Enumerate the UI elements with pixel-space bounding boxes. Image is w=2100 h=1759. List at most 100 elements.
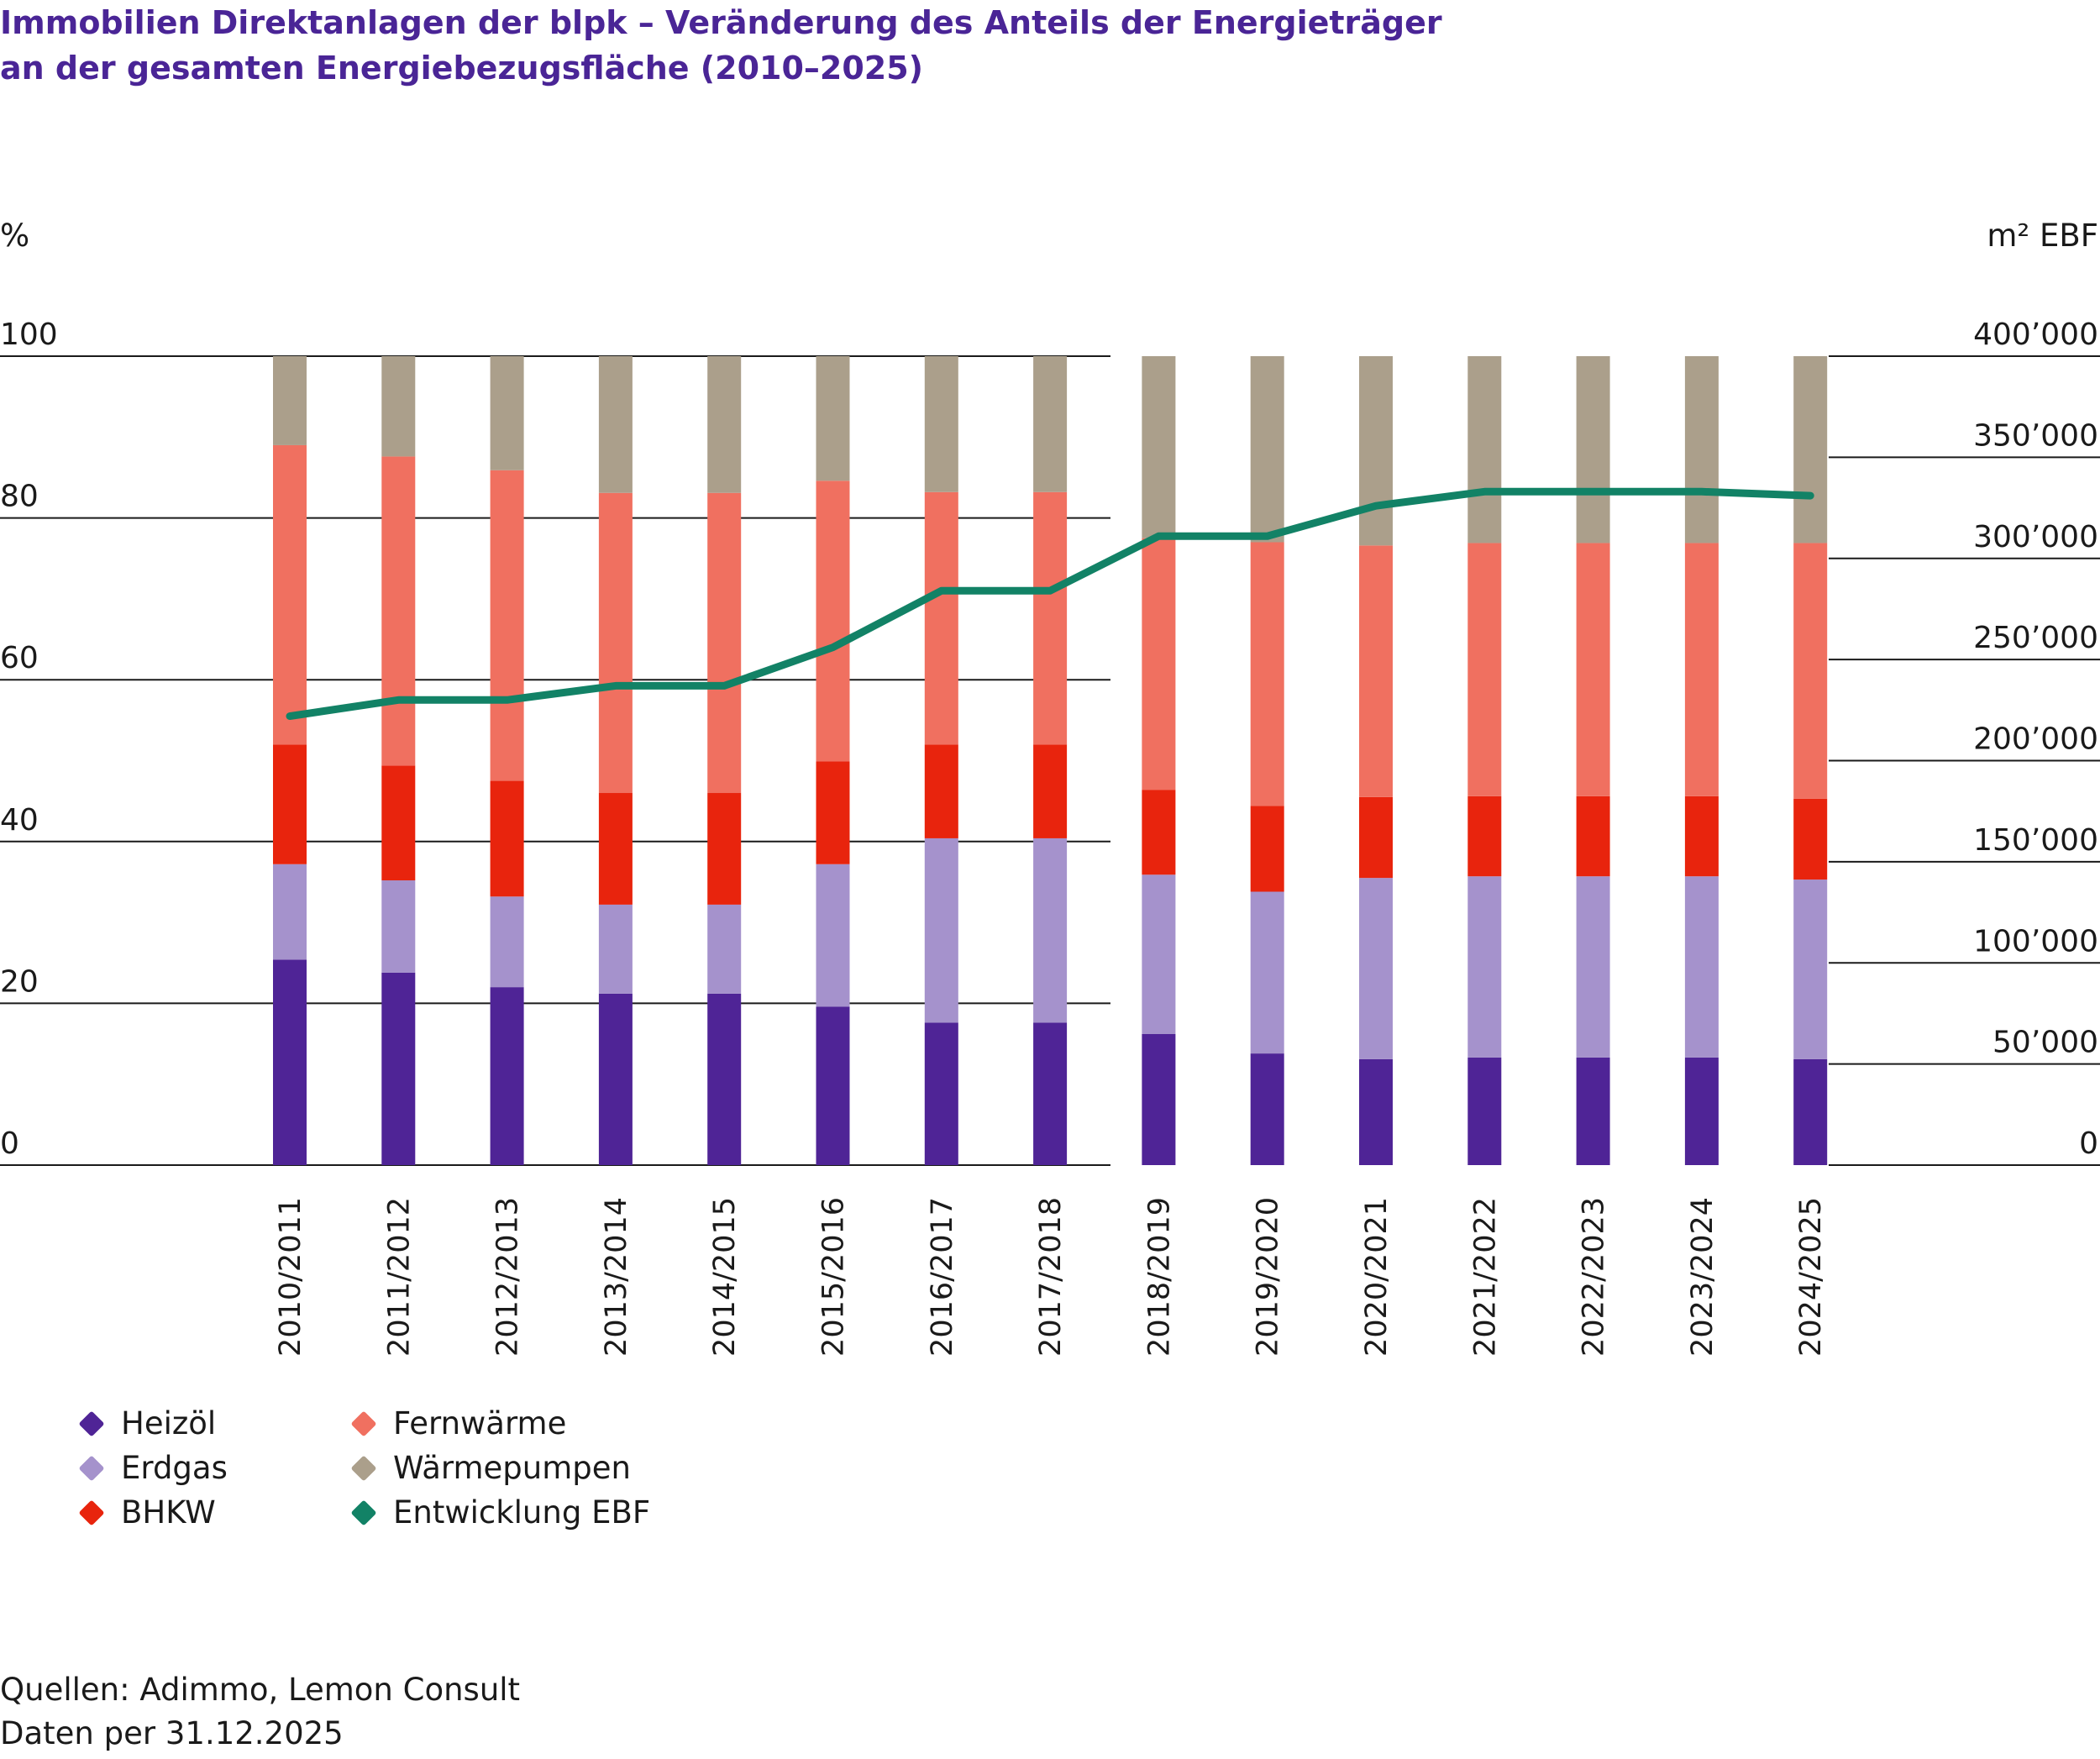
ebf-marker-icon (350, 1499, 377, 1526)
legend-item-heizoel: Heizöl (77, 1401, 228, 1446)
bar-segment-waermepumpen (707, 356, 742, 493)
bar-segment-waermepumpen (816, 356, 850, 481)
ebf-line-point (289, 715, 291, 717)
bar-segment-erdgas (1576, 876, 1610, 1058)
bar-segment-waermepumpen (1250, 356, 1284, 543)
x-tick-label: 2010/2011 (274, 1197, 307, 1357)
bar-segment-heizoel (1467, 1057, 1502, 1165)
x-tick-label: 2012/2013 (491, 1197, 525, 1357)
x-tick-label: 2016/2017 (926, 1197, 959, 1357)
bar-segment-fernwaerme (707, 492, 742, 794)
legend-label-ebf: Entwicklung EBF (393, 1494, 651, 1531)
bar-segment-bhkw (1793, 798, 1828, 880)
ebf-line-point (397, 699, 400, 701)
y-right-tick-label: 300’000 (1973, 520, 2098, 554)
ebf-line-point (614, 685, 617, 687)
ebf-line-point (506, 699, 508, 701)
ebf-line-point (1809, 495, 1812, 497)
bar-segment-erdgas (1684, 876, 1719, 1058)
bar-segment-fernwaerme (1684, 543, 1719, 796)
bar-segment-erdgas (924, 837, 958, 1023)
bar-stacks (273, 356, 1828, 1165)
bar-segment-erdgas (816, 864, 850, 1007)
erdgas-marker-icon (78, 1454, 105, 1482)
ebf-line-point (1700, 491, 1703, 493)
bar-segment-bhkw (924, 744, 958, 838)
x-tick-label: 2015/2016 (817, 1197, 851, 1357)
bar-segment-bhkw (1250, 806, 1284, 892)
bar-segment-heizoel (598, 993, 633, 1165)
x-tick-label: 2022/2023 (1578, 1197, 1611, 1357)
bar-segment-bhkw (1684, 795, 1719, 877)
bar-segment-heizoel (707, 993, 742, 1165)
bar-segment-waermepumpen (1467, 356, 1502, 543)
legend-col-1: Heizöl Erdgas BHKW (77, 1401, 228, 1535)
bar-segment-heizoel (1142, 1033, 1176, 1165)
bar-segment-waermepumpen (924, 356, 958, 492)
ebf-line-point (1483, 491, 1486, 493)
x-tick-label: 2019/2020 (1252, 1197, 1285, 1357)
bar-segment-erdgas (1359, 878, 1393, 1059)
bar-segment-waermepumpen (1793, 356, 1828, 543)
bar-segment-heizoel (490, 987, 524, 1165)
bar-segment-waermepumpen (1684, 356, 1719, 543)
legend-item-bhkw: BHKW (77, 1490, 228, 1535)
bar-segment-waermepumpen (598, 356, 633, 493)
bar-segment-heizoel (924, 1022, 958, 1165)
bar-segment-heizoel (1576, 1057, 1610, 1165)
bar-segment-waermepumpen (273, 356, 307, 445)
fernwaerme-marker-icon (350, 1410, 377, 1437)
bar-segment-erdgas (707, 904, 742, 994)
waermepumpen-marker-icon (350, 1454, 377, 1482)
ebf-line-point (1375, 505, 1377, 507)
bar-segment-waermepumpen (1359, 356, 1393, 546)
ebf-line-point (1049, 590, 1052, 592)
legend-label-waermepumpen: Wärmepumpen (393, 1450, 631, 1486)
x-tick-label: 2021/2022 (1468, 1197, 1502, 1357)
bar-segment-erdgas (1033, 837, 1068, 1023)
x-tick-label: 2017/2018 (1034, 1197, 1068, 1357)
bar-segment-erdgas (1467, 876, 1502, 1058)
bar-segment-erdgas (490, 896, 524, 988)
x-tick-label: 2023/2024 (1686, 1197, 1719, 1357)
bar-segment-heizoel (273, 959, 307, 1165)
axis-labels: 0 20 40 60 80 100 0 50’000 100’000 150’000 200’000… (0, 318, 2098, 1357)
bar-segment-bhkw (381, 765, 416, 881)
chart-title-line1: Immobilien Direktanlagen der blpk – Verä… (0, 4, 1442, 41)
chart-title: Immobilien Direktanlagen der blpk – Verä… (0, 0, 1848, 91)
bar-segment-bhkw (1576, 795, 1610, 877)
bar-segment-erdgas (1142, 874, 1176, 1034)
bar-segment-erdgas (1250, 891, 1284, 1054)
bar-segment-waermepumpen (1576, 356, 1610, 543)
bhkw-marker-icon (78, 1499, 105, 1526)
bar-segment-fernwaerme (1467, 543, 1502, 796)
ebf-line-point (940, 590, 942, 592)
bar-segment-fernwaerme (490, 470, 524, 781)
bar-segment-heizoel (1033, 1022, 1068, 1165)
bar-segment-heizoel (1684, 1057, 1719, 1165)
bar-segment-fernwaerme (598, 492, 633, 794)
bar-segment-fernwaerme (924, 491, 958, 745)
x-tick-label: 2024/2025 (1794, 1197, 1828, 1357)
y-right-axis-label: m² EBF (1987, 218, 2098, 254)
bar-segment-waermepumpen (1033, 356, 1068, 492)
bar-segment-heizoel (1359, 1058, 1393, 1165)
y-left-axis-label: % (0, 218, 29, 254)
heizoel-marker-icon (78, 1410, 105, 1437)
y-left-tick-label: 60 (0, 641, 39, 675)
bar-segment-waermepumpen (490, 356, 524, 470)
y-right-tick-label: 350’000 (1973, 418, 2098, 453)
legend-label-fernwaerme: Fernwärme (393, 1405, 567, 1441)
y-right-tick-label: 400’000 (1973, 318, 2098, 352)
y-right-tick-label: 100’000 (1973, 924, 2098, 958)
right-gridlines (1829, 355, 2100, 1166)
bar-segment-heizoel (816, 1006, 850, 1165)
bar-segment-erdgas (273, 864, 307, 960)
ebf-line-point (832, 646, 834, 648)
bar-segment-bhkw (707, 793, 742, 905)
ebf-line-point (1592, 491, 1594, 493)
bar-segment-bhkw (598, 793, 633, 905)
y-left-tick-label: 80 (0, 480, 39, 514)
y-left-tick-label: 0 (0, 1126, 19, 1161)
x-tick-label: 2011/2012 (382, 1197, 416, 1357)
